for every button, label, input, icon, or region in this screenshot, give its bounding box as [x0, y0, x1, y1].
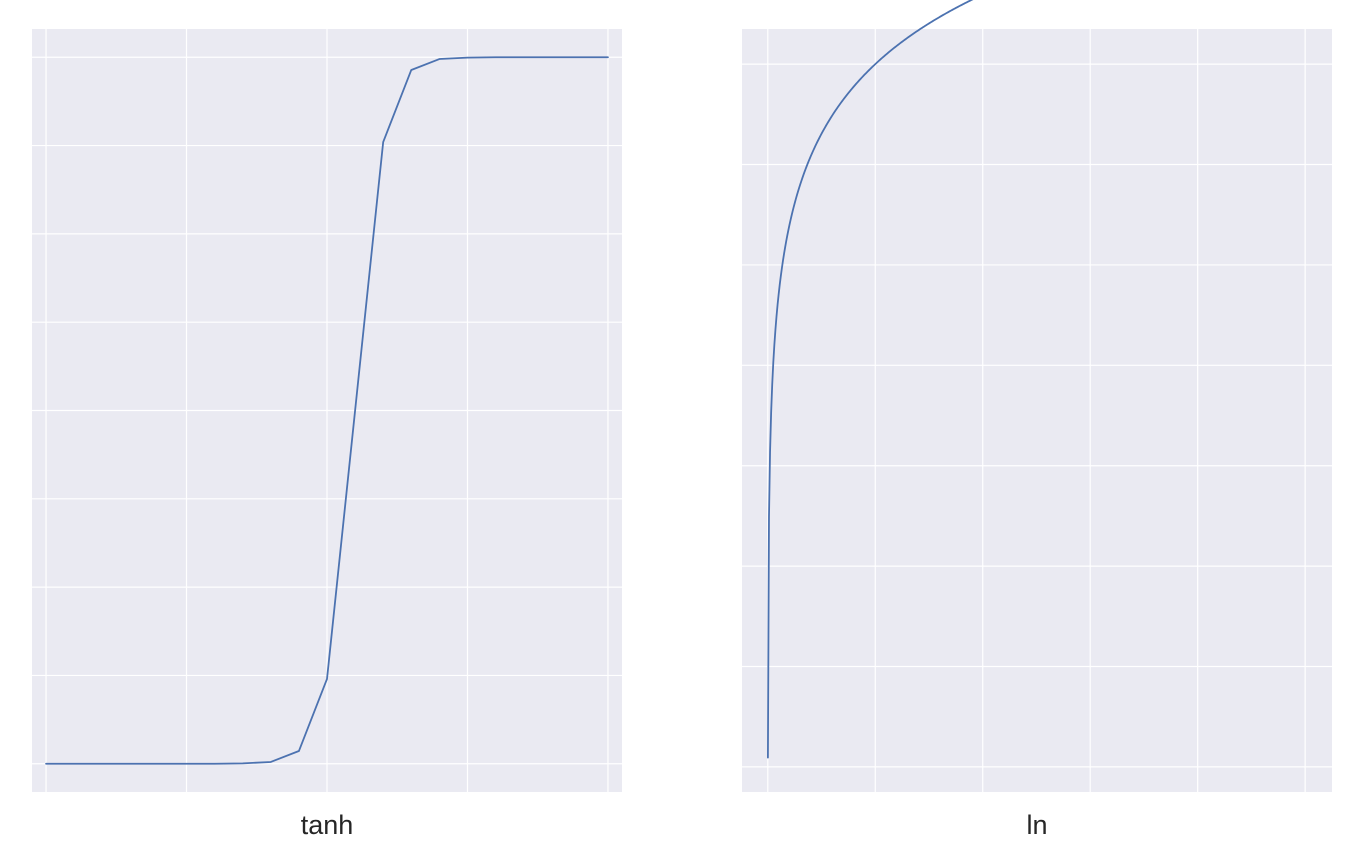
tanh-series-line — [45, 56, 609, 765]
tanh-xlabel: tanh — [301, 810, 354, 840]
tanh-panel — [32, 29, 622, 792]
ln-panel — [742, 0, 1332, 792]
ln-series-line — [767, 0, 974, 759]
ln-xlabel: ln — [1026, 810, 1047, 840]
ln-plot-area — [742, 29, 1332, 792]
